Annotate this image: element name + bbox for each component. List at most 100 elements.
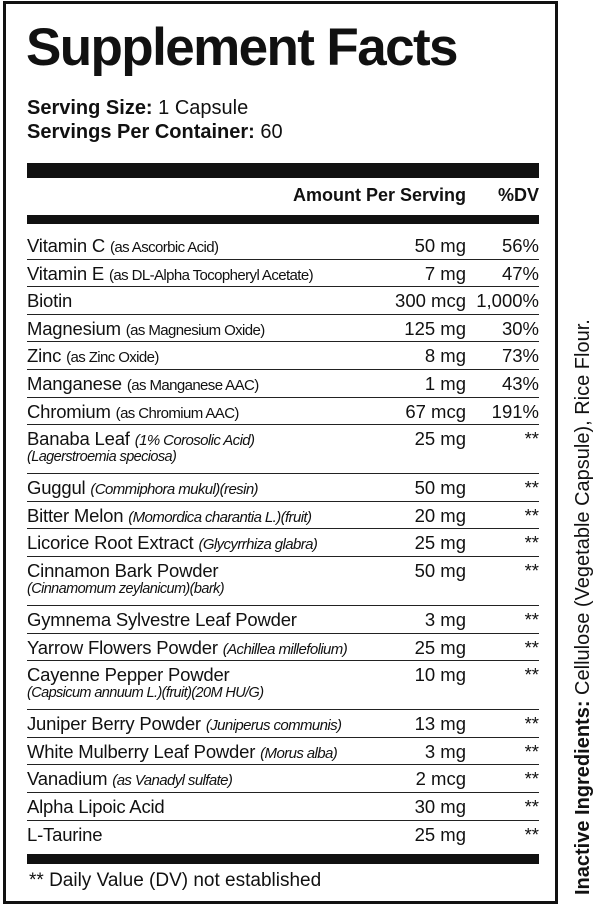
- ingredient-name: Banaba Leaf (1% Corosolic Acid): [27, 428, 255, 450]
- amount: 50 mg: [414, 235, 466, 256]
- daily-value: **: [524, 559, 539, 581]
- amount: 67 mcg: [405, 400, 466, 422]
- table-row: Zinc (as Zinc Oxide) 8 mg 73%: [27, 342, 539, 370]
- amount-column-header: Amount Per Serving: [292, 185, 466, 205]
- ingredient-name: Alpha Lipoic Acid: [27, 795, 165, 817]
- amount: 1 mg: [424, 372, 466, 394]
- daily-value: **: [524, 608, 539, 630]
- amount: 300 mcg: [395, 290, 466, 312]
- ingredient-detail: (Commiphora mukul)(resin): [90, 481, 258, 499]
- amount: 25 mg: [414, 636, 466, 658]
- dv-column-header: %DV: [497, 185, 539, 205]
- table-row: Cinnamon Bark Powder (Cinnamomum zeylanic…: [27, 557, 539, 606]
- daily-value: 43%: [501, 372, 539, 394]
- ingredient-name: Chromium (as Chromium AAC): [27, 400, 239, 422]
- daily-value: 56%: [501, 235, 539, 256]
- ingredient-name: Juniper Berry Powder (Juniperus communis…: [27, 713, 342, 735]
- ingredient-source: (Lagerstroemia speciosa): [27, 449, 177, 466]
- daily-value: **: [524, 713, 539, 735]
- table-row: Vitamin E (as DL-Alpha Tocopheryl Acetat…: [27, 260, 539, 288]
- table-row: Banaba Leaf (1% Corosolic Acid) (Lagerstr…: [27, 425, 539, 475]
- table-row: Vanadium (as Vanadyl sulfate) 2 mcg **: [27, 765, 539, 793]
- daily-value: 47%: [501, 262, 539, 284]
- daily-value: 191%: [491, 400, 539, 422]
- ingredient-name: Vitamin E (as DL-Alpha Tocopheryl Acetat…: [27, 262, 314, 284]
- daily-value: **: [524, 823, 539, 845]
- table-row: Juniper Berry Powder (Juniperus communis…: [27, 710, 539, 738]
- ingredient-detail: (as Manganese AAC): [126, 376, 259, 394]
- amount: 50 mg: [414, 477, 466, 499]
- daily-value: **: [524, 532, 539, 554]
- inactive-ingredients: Inactive Ingredients: Cellulose (Vegetab…: [572, 319, 594, 895]
- daily-value: 1,000%: [476, 290, 539, 312]
- table-row: White Mulberry Leaf Powder (Morus alba) 3…: [27, 738, 539, 766]
- amount: 7 mg: [424, 262, 466, 284]
- table-row: Magnesium (as Magnesium Oxide) 125 mg 30%: [27, 315, 539, 343]
- amount: 13 mg: [414, 713, 466, 735]
- nutrient-table: Vitamin C (as Ascorbic Acid) 50 mg 56% Vita…: [27, 232, 539, 848]
- ingredient-detail: (1% Corosolic Acid): [134, 432, 255, 450]
- table-row: Bitter Melon (Momordica charantia L.)(fr…: [27, 502, 539, 530]
- table-row: Licorice Root Extract (Glycyrrhiza glabr…: [27, 529, 539, 557]
- ingredient-detail: (Morus alba): [260, 744, 338, 762]
- amount: 25 mg: [414, 428, 466, 450]
- table-row: Biotin 300 mcg 1,000%: [27, 287, 539, 315]
- footnote: ** Daily Value (DV) not established: [29, 870, 322, 891]
- ingredient-detail: (Juniperus communis): [205, 717, 342, 735]
- divider-thick: [27, 163, 539, 178]
- ingredient-name: Bitter Melon (Momordica charantia L.)(fr…: [27, 504, 312, 526]
- ingredient-name: Vitamin C (as Ascorbic Acid): [27, 235, 219, 256]
- daily-value: **: [524, 768, 539, 790]
- daily-value: **: [524, 477, 539, 499]
- amount: 3 mg: [424, 740, 466, 762]
- ingredient-detail: (as Magnesium Oxide): [125, 321, 265, 339]
- daily-value: 30%: [501, 317, 539, 339]
- panel-title: Supplement Facts: [26, 18, 458, 77]
- amount: 3 mg: [424, 608, 466, 630]
- ingredient-name: White Mulberry Leaf Powder (Morus alba): [27, 740, 338, 762]
- amount: 8 mg: [424, 345, 466, 367]
- ingredient-name: Biotin: [27, 290, 73, 312]
- amount: 125 mg: [404, 317, 466, 339]
- daily-value: **: [524, 664, 539, 686]
- divider-thick: [27, 854, 539, 864]
- amount: 10 mg: [414, 664, 466, 686]
- ingredient-name: Cinnamon Bark Powder: [27, 559, 219, 581]
- supplement-facts-panel: Supplement Facts Serving Size: 1 Capsule…: [3, 1, 558, 904]
- ingredient-source: (Capsicum annuum L.)(fruit)(20M HU/G): [27, 685, 264, 702]
- ingredient-name: Zinc (as Zinc Oxide): [27, 345, 159, 367]
- daily-value: **: [524, 504, 539, 526]
- serving-size: Serving Size: 1 Capsule: [27, 97, 249, 119]
- ingredient-detail: (as Zinc Oxide): [66, 349, 159, 367]
- table-row: Guggul (Commiphora mukul)(resin) 50 mg **: [27, 474, 539, 502]
- table-row: Vitamin C (as Ascorbic Acid) 50 mg 56%: [27, 232, 539, 260]
- ingredient-name: Licorice Root Extract (Glycyrrhiza glabr…: [27, 532, 318, 554]
- table-row: Chromium (as Chromium AAC) 67 mcg 191%: [27, 398, 539, 426]
- ingredient-detail: (Momordica charantia L.)(fruit): [128, 508, 312, 526]
- amount: 25 mg: [414, 532, 466, 554]
- table-row: L-Taurine 25 mg **: [27, 821, 539, 849]
- servings-per-container: Servings Per Container: 60: [27, 121, 283, 143]
- ingredient-name: Guggul (Commiphora mukul)(resin): [27, 477, 259, 499]
- table-row: Manganese (as Manganese AAC) 1 mg 43%: [27, 370, 539, 398]
- ingredient-name: Vanadium (as Vanadyl sulfate): [27, 768, 233, 790]
- amount: 20 mg: [414, 504, 466, 526]
- ingredient-source: (Cinnamomum zeylanicum)(bark): [27, 580, 225, 597]
- daily-value: **: [524, 636, 539, 658]
- ingredient-name: Magnesium (as Magnesium Oxide): [27, 317, 265, 339]
- amount: 25 mg: [414, 823, 466, 845]
- daily-value: **: [524, 428, 539, 450]
- table-row: Alpha Lipoic Acid 30 mg **: [27, 793, 539, 821]
- ingredient-detail: (as Ascorbic Acid): [110, 239, 219, 256]
- amount: 2 mcg: [415, 768, 466, 790]
- table-row: Yarrow Flowers Powder (Achillea millefol…: [27, 634, 539, 662]
- table-row: Cayenne Pepper Powder (Capsicum annuum L.…: [27, 661, 539, 711]
- table-row: Gymnema Sylvestre Leaf Powder 3 mg **: [27, 606, 539, 634]
- ingredient-name: Manganese (as Manganese AAC): [27, 372, 259, 394]
- ingredient-name: Cayenne Pepper Powder: [27, 664, 230, 686]
- ingredient-detail: (as Vanadyl sulfate): [112, 772, 233, 790]
- ingredient-detail: (Glycyrrhiza glabra): [198, 536, 318, 554]
- daily-value: **: [524, 740, 539, 762]
- amount: 50 mg: [414, 559, 466, 581]
- amount: 30 mg: [414, 795, 466, 817]
